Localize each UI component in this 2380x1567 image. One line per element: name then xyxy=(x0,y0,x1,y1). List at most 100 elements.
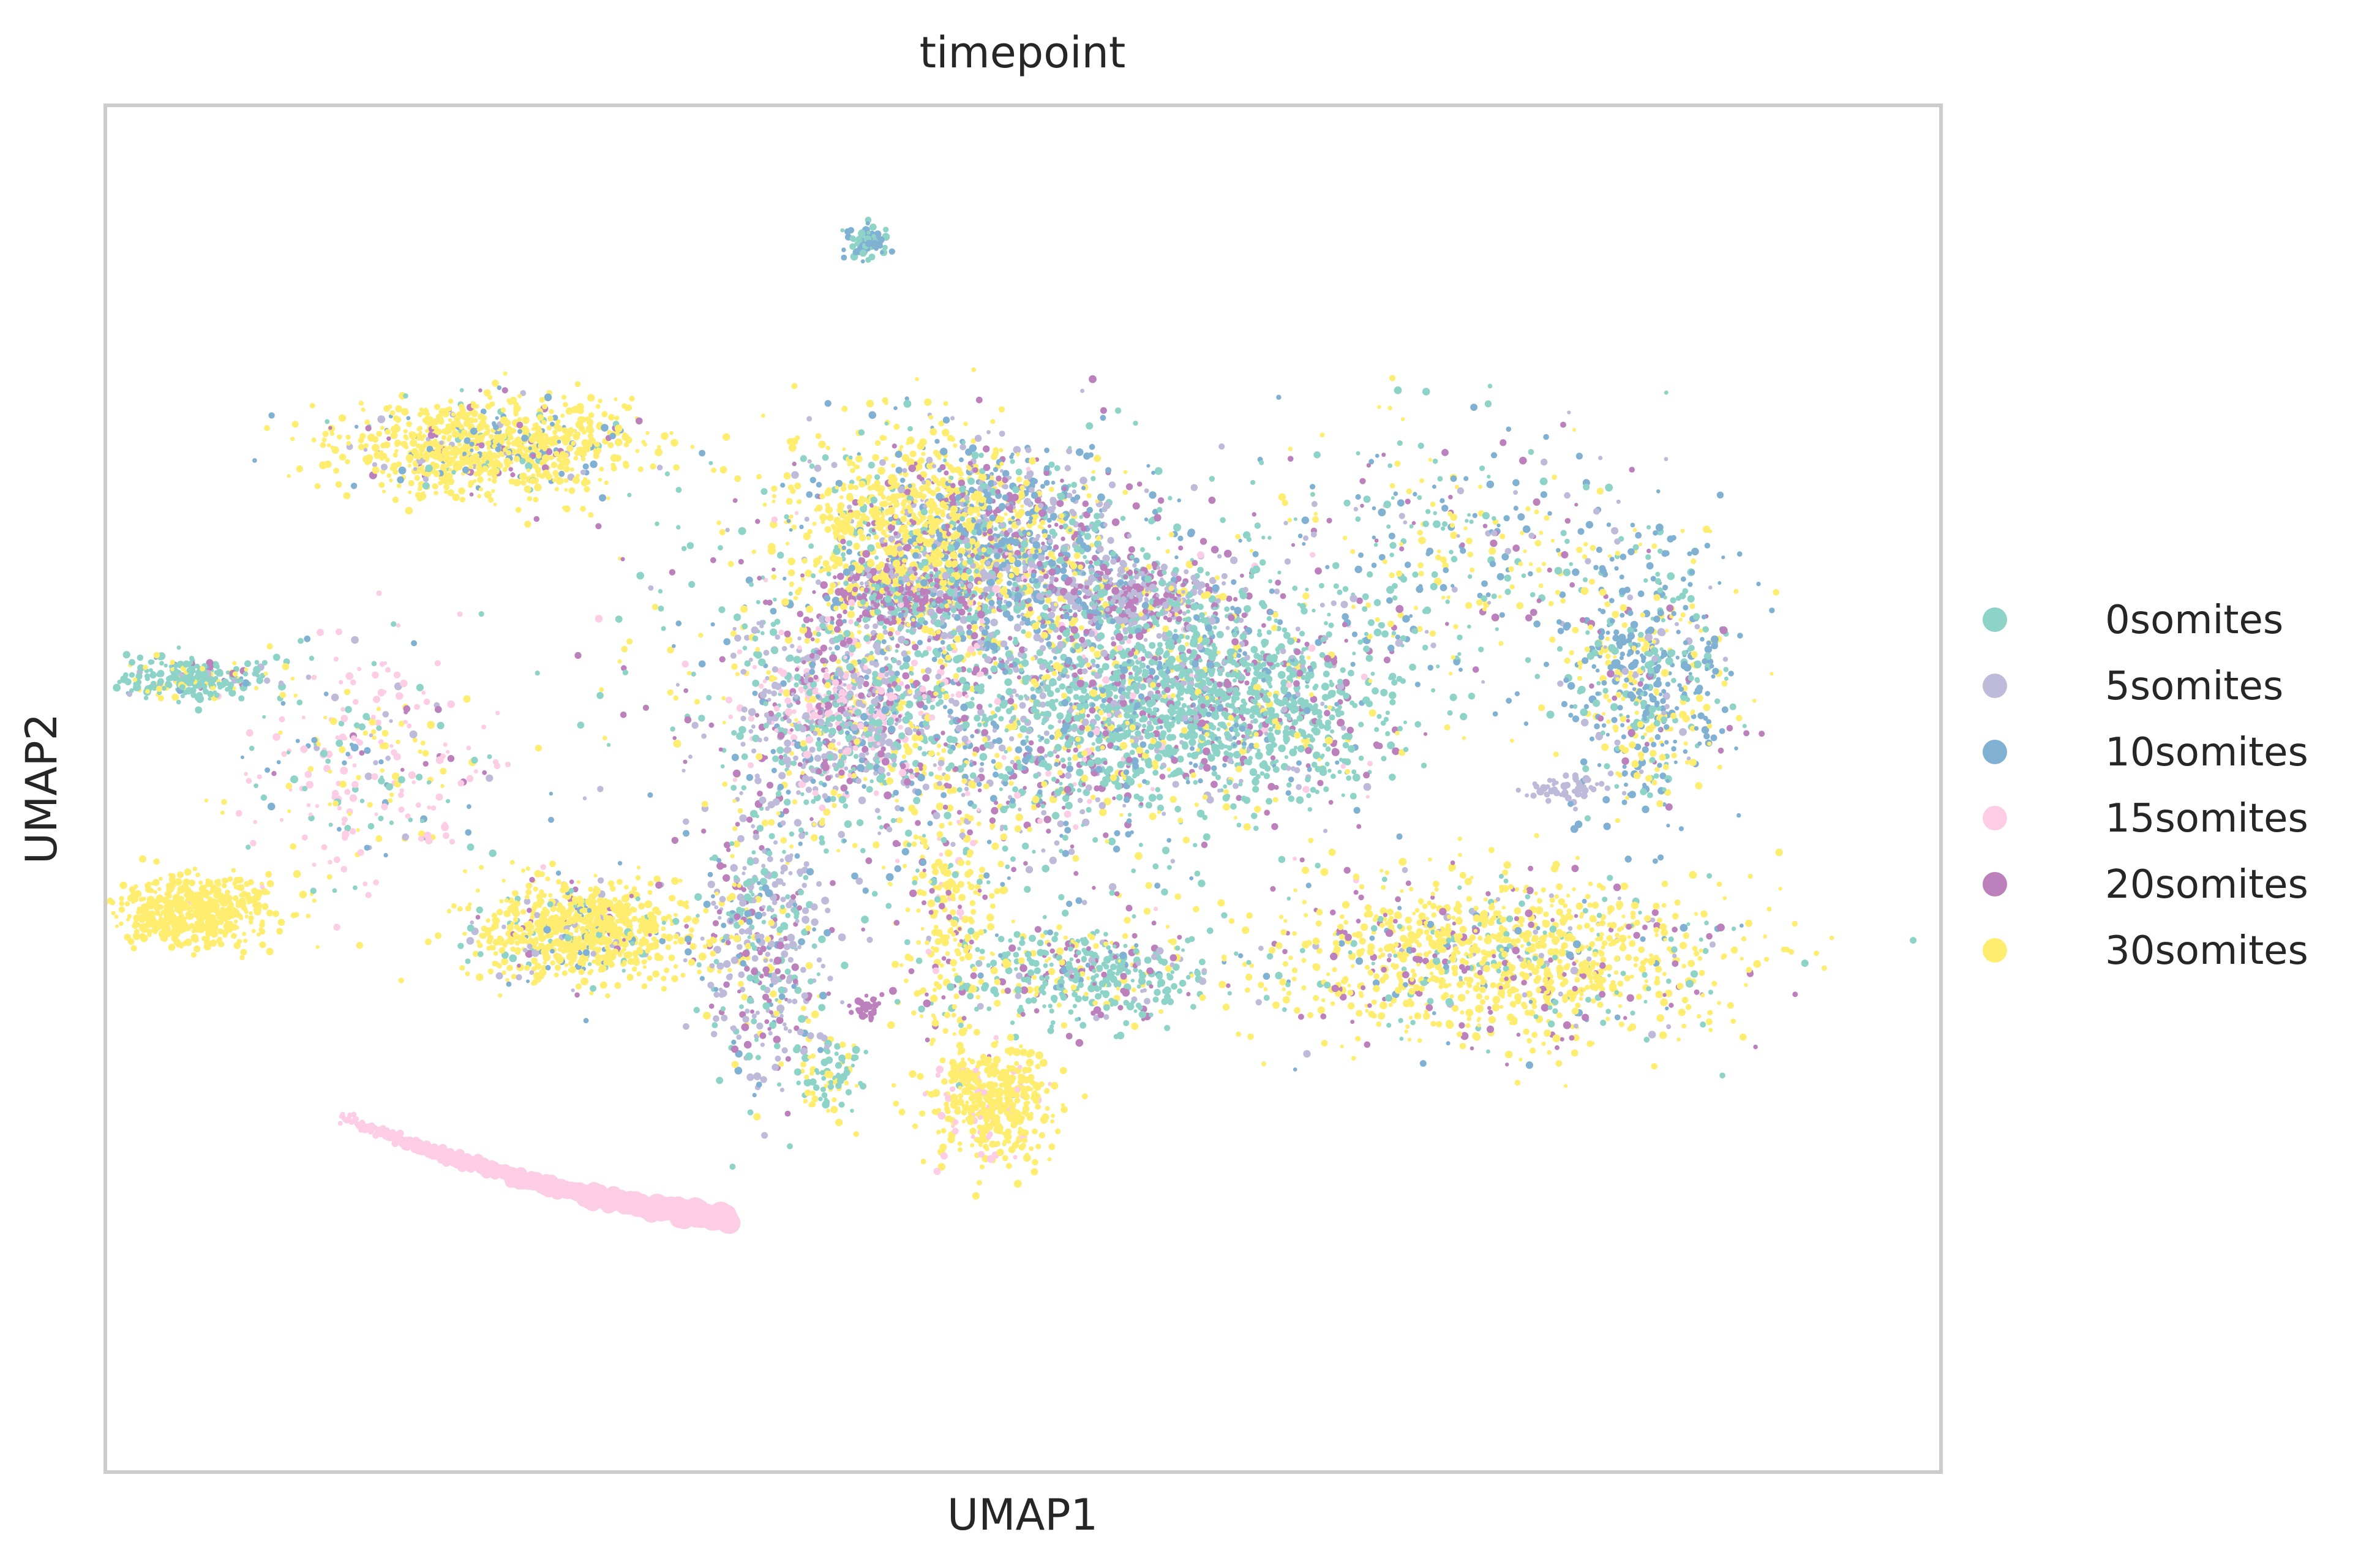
scatter-point xyxy=(1752,699,1757,703)
scatter-point xyxy=(1432,484,1436,489)
scatter-point xyxy=(680,972,686,978)
scatter-point xyxy=(1622,764,1627,769)
scatter-point xyxy=(1488,847,1495,854)
scatter-point xyxy=(1666,824,1670,828)
scatter-point xyxy=(991,806,999,814)
scatter-point xyxy=(958,1147,963,1152)
scatter-point xyxy=(1627,935,1631,939)
scatter-point xyxy=(1095,745,1102,752)
scatter-point xyxy=(1441,449,1449,456)
scatter-point xyxy=(1041,810,1047,816)
scatter-point xyxy=(784,636,793,644)
scatter-point xyxy=(266,880,274,887)
scatter-point xyxy=(1368,709,1376,717)
scatter-point xyxy=(1255,751,1263,760)
scatter-point xyxy=(929,428,937,436)
scatter-point xyxy=(1108,837,1116,846)
scatter-point xyxy=(1678,1009,1686,1016)
scatter-point xyxy=(1220,517,1226,524)
scatter-point xyxy=(1241,716,1246,721)
scatter-point xyxy=(1358,552,1364,558)
scatter-point xyxy=(824,929,831,937)
scatter-point xyxy=(1035,1143,1042,1149)
scatter-point xyxy=(549,791,554,796)
scatter-point xyxy=(1046,829,1051,834)
scatter-point xyxy=(1548,601,1554,606)
scatter-point xyxy=(501,958,509,966)
scatter-point xyxy=(312,898,317,903)
scatter-point xyxy=(176,699,181,705)
scatter-point xyxy=(1324,621,1328,626)
scatter-point xyxy=(673,740,681,748)
scatter-point xyxy=(1261,1061,1266,1067)
scatter-point xyxy=(1413,492,1417,497)
scatter-point xyxy=(906,842,912,847)
scatter-point xyxy=(1621,799,1627,805)
scatter-point xyxy=(874,440,881,446)
scatter-point xyxy=(1070,844,1075,849)
scatter-point xyxy=(1602,688,1609,694)
scatter-point xyxy=(1659,754,1666,761)
scatter-point xyxy=(939,852,944,857)
scatter-point xyxy=(939,464,946,471)
scatter-point xyxy=(1601,743,1609,751)
scatter-point xyxy=(944,1012,951,1018)
scatter-point xyxy=(261,659,268,666)
scatter-point xyxy=(1683,604,1689,611)
scatter-point xyxy=(1694,989,1700,995)
scatter-point xyxy=(1086,713,1091,718)
scatter-point xyxy=(1318,583,1324,588)
scatter-point xyxy=(894,722,898,726)
scatter-point xyxy=(1005,650,1013,658)
scatter-point xyxy=(1305,684,1310,689)
scatter-point xyxy=(1579,996,1583,1001)
scatter-point xyxy=(1311,501,1318,508)
scatter-point xyxy=(1132,987,1136,993)
scatter-point xyxy=(693,1007,700,1013)
scatter-point xyxy=(811,903,818,911)
scatter-point xyxy=(1049,948,1055,954)
scatter-point xyxy=(931,1019,939,1027)
scatter-point xyxy=(626,638,633,645)
scatter-point xyxy=(796,499,802,505)
scatter-point xyxy=(1660,655,1665,659)
scatter-point xyxy=(915,957,923,964)
scatter-point xyxy=(463,695,471,703)
scatter-point xyxy=(1359,938,1366,945)
scatter-point xyxy=(1086,422,1094,430)
scatter-point xyxy=(466,937,475,945)
scatter-point xyxy=(1705,667,1709,672)
scatter-point xyxy=(1340,725,1346,731)
scatter-point xyxy=(670,438,678,447)
scatter-point xyxy=(787,557,795,566)
scatter-point xyxy=(848,455,853,460)
scatter-point xyxy=(301,715,306,720)
scatter-point xyxy=(1149,813,1157,821)
scatter-point xyxy=(1377,405,1381,409)
scatter-point xyxy=(1029,934,1036,942)
scatter-point xyxy=(590,460,598,468)
chart-title: timepoint xyxy=(920,28,1126,78)
scatter-point xyxy=(403,434,408,440)
scatter-point xyxy=(651,604,659,611)
scatter-point xyxy=(1166,972,1171,977)
scatter-point xyxy=(333,856,340,863)
scatter-point xyxy=(1331,600,1337,606)
scatter-point xyxy=(444,490,448,494)
scatter-point xyxy=(1154,467,1163,475)
scatter-point xyxy=(157,695,165,702)
scatter-point xyxy=(552,430,558,435)
scatter-point xyxy=(912,644,919,651)
scatter-point xyxy=(1340,914,1345,919)
scatter-point xyxy=(1638,911,1642,915)
scatter-point xyxy=(1148,794,1157,802)
scatter-point xyxy=(963,944,967,948)
scatter-point xyxy=(988,703,993,708)
scatter-point xyxy=(1432,458,1438,464)
scatter-point xyxy=(380,426,385,430)
scatter-point xyxy=(508,399,514,405)
scatter-point xyxy=(970,734,975,738)
scatter-point xyxy=(1490,452,1498,459)
scatter-point xyxy=(1500,439,1507,446)
scatter-point xyxy=(1366,571,1373,578)
